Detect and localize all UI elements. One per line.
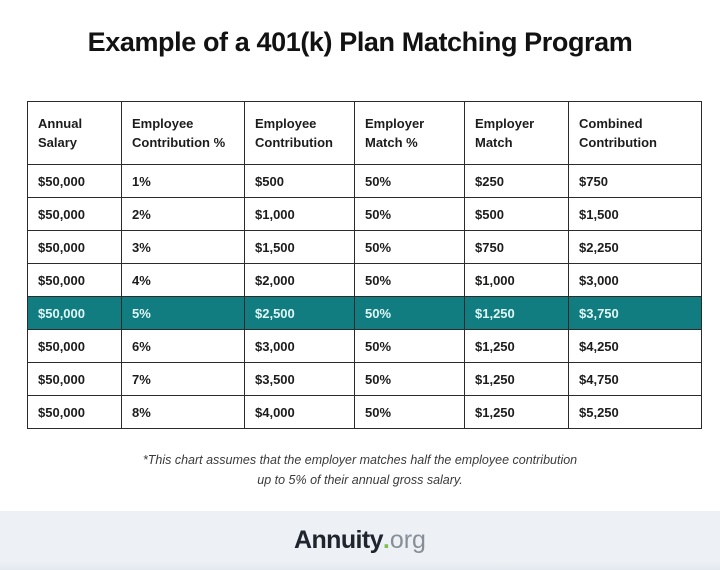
table-cell: $4,000 bbox=[244, 395, 355, 429]
table-cell: $500 bbox=[244, 164, 355, 198]
table-cell: $50,000 bbox=[27, 230, 122, 264]
table-cell: $750 bbox=[568, 164, 702, 198]
table-cell: $500 bbox=[464, 197, 569, 231]
table-row: $50,000 1% $500 50% $250 $750 bbox=[27, 164, 702, 198]
column-header: Employee Contribution % bbox=[121, 101, 245, 165]
footnote: *This chart assumes that the employer ma… bbox=[0, 450, 720, 490]
table-cell: 50% bbox=[354, 329, 465, 363]
table-cell: $1,500 bbox=[244, 230, 355, 264]
table-cell: $2,000 bbox=[244, 263, 355, 297]
table-cell: 50% bbox=[354, 164, 465, 198]
table-cell: $50,000 bbox=[27, 296, 122, 330]
column-header: Employer Match % bbox=[354, 101, 465, 165]
table-cell: $2,250 bbox=[568, 230, 702, 264]
table-row: $50,000 3% $1,500 50% $750 $2,250 bbox=[27, 230, 702, 264]
table-cell: $4,250 bbox=[568, 329, 702, 363]
column-header: Annual Salary bbox=[27, 101, 122, 165]
table-row: $50,000 2% $1,000 50% $500 $1,500 bbox=[27, 197, 702, 231]
table-cell: $1,500 bbox=[568, 197, 702, 231]
table-cell: 4% bbox=[121, 263, 245, 297]
table-cell: $1,250 bbox=[464, 329, 569, 363]
table-cell: 3% bbox=[121, 230, 245, 264]
logo-brand-text: Annuity bbox=[294, 526, 383, 554]
table-cell: $3,750 bbox=[568, 296, 702, 330]
table-cell: 50% bbox=[354, 263, 465, 297]
table-cell: $1,250 bbox=[464, 296, 569, 330]
table-cell: $50,000 bbox=[27, 164, 122, 198]
table-row: $50,000 5% $2,500 50% $1,250 $3,750 bbox=[27, 296, 702, 330]
table-cell: $50,000 bbox=[27, 395, 122, 429]
table-cell: $3,500 bbox=[244, 362, 355, 396]
table-cell: $1,250 bbox=[464, 362, 569, 396]
footnote-line-1: *This chart assumes that the employer ma… bbox=[142, 453, 578, 467]
table-cell: $1,250 bbox=[464, 395, 569, 429]
table-cell: 50% bbox=[354, 197, 465, 231]
table-cell: $1,000 bbox=[244, 197, 355, 231]
table-cell: 50% bbox=[354, 230, 465, 264]
column-header: Employer Match bbox=[464, 101, 569, 165]
table-cell: $50,000 bbox=[27, 329, 122, 363]
table-row: $50,000 7% $3,500 50% $1,250 $4,750 bbox=[27, 362, 702, 396]
table-cell: $250 bbox=[464, 164, 569, 198]
table-cell: $2,500 bbox=[244, 296, 355, 330]
annuity-logo: Annuity.org bbox=[294, 528, 426, 553]
table-cell: 1% bbox=[121, 164, 245, 198]
table-cell: $3,000 bbox=[568, 263, 702, 297]
footnote-line-2: up to 5% of their annual gross salary. bbox=[257, 473, 463, 487]
table-header-row: Annual Salary Employee Contribution % Empl… bbox=[27, 101, 702, 165]
table-row: $50,000 8% $4,000 50% $1,250 $5,250 bbox=[27, 395, 702, 429]
table-cell: 50% bbox=[354, 395, 465, 429]
table-cell: $50,000 bbox=[27, 197, 122, 231]
table-cell: 50% bbox=[354, 362, 465, 396]
logo-dot: . bbox=[382, 526, 390, 554]
table-cell: $3,000 bbox=[244, 329, 355, 363]
table-cell: $750 bbox=[464, 230, 569, 264]
column-header: Employee Contribution bbox=[244, 101, 355, 165]
table-cell: $5,250 bbox=[568, 395, 702, 429]
table-cell: 50% bbox=[354, 296, 465, 330]
table-cell: 5% bbox=[121, 296, 245, 330]
table-cell: $1,000 bbox=[464, 263, 569, 297]
page-title: Example of a 401(k) Plan Matching Progra… bbox=[87, 27, 633, 57]
table-cell: $50,000 bbox=[27, 362, 122, 396]
table-row: $50,000 4% $2,000 50% $1,000 $3,000 bbox=[27, 263, 702, 297]
table-cell: 6% bbox=[121, 329, 245, 363]
table-cell: 2% bbox=[121, 197, 245, 231]
table-cell: 7% bbox=[121, 362, 245, 396]
table-body: $50,000 1% $500 50% $250 $750 $50,000 2% $1,000 5… bbox=[27, 164, 702, 429]
matching-program-table: Annual Salary Employee Contribution % Empl… bbox=[27, 101, 702, 429]
table-row: $50,000 6% $3,000 50% $1,250 $4,250 bbox=[27, 329, 702, 363]
table-cell: 8% bbox=[121, 395, 245, 429]
footer-bar: Annuity.org bbox=[0, 511, 720, 570]
column-header: Combined Contribution bbox=[568, 101, 702, 165]
table-cell: $50,000 bbox=[27, 263, 122, 297]
logo-suffix-text: org bbox=[389, 526, 426, 554]
table-cell: $4,750 bbox=[568, 362, 702, 396]
